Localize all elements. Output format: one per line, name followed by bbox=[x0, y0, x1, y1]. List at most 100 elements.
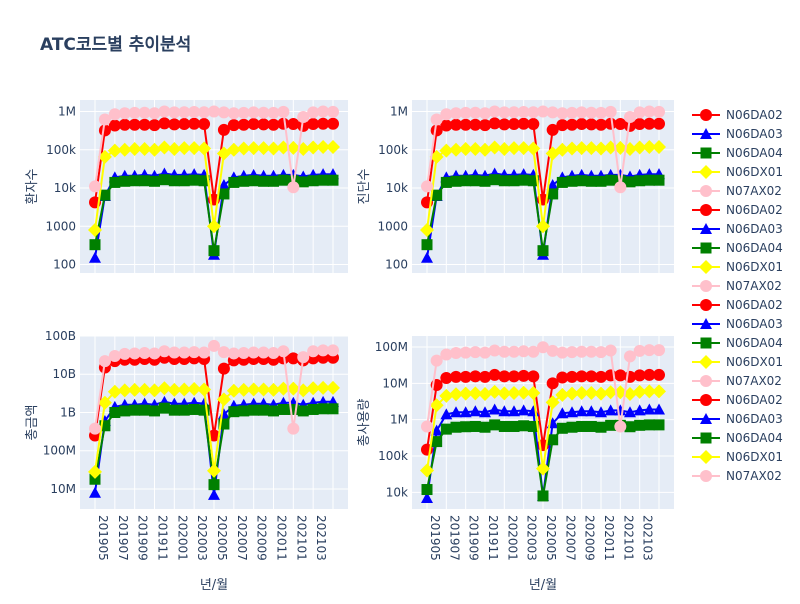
legend-item[interactable]: N06DA03 bbox=[692, 317, 783, 331]
data-point bbox=[108, 350, 121, 363]
x-tick-label: 201911 bbox=[486, 515, 500, 561]
data-point bbox=[517, 404, 530, 416]
legend-label: N06DA02 bbox=[726, 298, 783, 312]
data-point bbox=[117, 142, 132, 157]
data-point bbox=[236, 382, 251, 397]
data-point bbox=[479, 421, 491, 433]
legend-item[interactable]: N06DA03 bbox=[692, 222, 783, 236]
data-point bbox=[450, 107, 462, 120]
data-point bbox=[89, 486, 101, 498]
data-point bbox=[653, 344, 665, 357]
data-point bbox=[98, 113, 111, 126]
data-point bbox=[246, 141, 261, 156]
data-point bbox=[277, 105, 290, 118]
legend-marker-icon bbox=[700, 299, 712, 311]
legend-item[interactable]: N07AX02 bbox=[692, 469, 782, 483]
legend-marker-icon bbox=[700, 147, 712, 159]
x-tick-label: 202005 bbox=[215, 515, 229, 561]
data-point bbox=[624, 421, 636, 433]
legend[interactable]: N06DA02 N06DA03 N06DA04 N06DX01 N07AX02 N06DA… bbox=[692, 108, 783, 483]
data-point bbox=[497, 141, 512, 156]
legend-item[interactable]: N06DA03 bbox=[692, 412, 783, 426]
data-point bbox=[547, 434, 559, 446]
data-point bbox=[317, 403, 329, 415]
x-tick-label: 202009 bbox=[255, 515, 269, 561]
legend-item[interactable]: N06DA03 bbox=[692, 127, 783, 141]
legend-marker-icon bbox=[700, 318, 712, 329]
legend-marker-icon bbox=[699, 165, 713, 179]
data-point bbox=[614, 404, 627, 416]
data-point bbox=[138, 106, 151, 119]
x-tick-label: 202103 bbox=[314, 515, 328, 561]
data-point bbox=[307, 345, 320, 358]
data-point bbox=[633, 106, 646, 119]
legend-item[interactable]: N07AX02 bbox=[692, 184, 782, 198]
legend-item[interactable]: N06DA04 bbox=[692, 431, 783, 445]
legend-item[interactable]: N06DA02 bbox=[692, 203, 783, 217]
data-point bbox=[158, 117, 171, 130]
data-point bbox=[594, 386, 608, 401]
data-point bbox=[420, 222, 434, 237]
x-tick-label: 202003 bbox=[525, 515, 539, 561]
y-tick-label: 100M bbox=[375, 340, 408, 354]
data-point bbox=[327, 174, 339, 186]
data-point bbox=[108, 108, 121, 121]
data-point bbox=[556, 407, 569, 419]
data-point bbox=[517, 369, 530, 382]
data-point bbox=[614, 369, 627, 382]
legend-item[interactable]: N06DX01 bbox=[692, 260, 783, 274]
data-point bbox=[575, 118, 588, 131]
legend-item[interactable]: N06DA04 bbox=[692, 336, 783, 350]
data-point bbox=[217, 123, 230, 136]
data-point bbox=[107, 143, 122, 158]
y-tick-label: 10k bbox=[386, 485, 408, 499]
data-point bbox=[286, 381, 301, 396]
legend-item[interactable]: N06DA02 bbox=[692, 393, 783, 407]
data-point bbox=[527, 420, 539, 432]
data-point bbox=[237, 106, 250, 119]
series-N06DA04 bbox=[421, 419, 665, 502]
data-point bbox=[108, 119, 121, 132]
legend-item[interactable]: N06DA02 bbox=[692, 108, 783, 122]
data-point bbox=[460, 175, 472, 187]
data-point bbox=[527, 175, 539, 187]
x-tick-label: 202003 bbox=[195, 515, 209, 561]
legend-item[interactable]: N06DA02 bbox=[692, 298, 783, 312]
data-point bbox=[595, 175, 607, 187]
data-point bbox=[440, 108, 453, 121]
series-N06DA02 bbox=[421, 368, 665, 456]
x-tick-label: 202001 bbox=[175, 515, 189, 561]
data-point bbox=[460, 421, 472, 433]
data-point bbox=[317, 105, 330, 118]
y-tick-label: 1M bbox=[390, 413, 408, 427]
data-point bbox=[287, 422, 300, 435]
legend-item[interactable]: N06DA04 bbox=[692, 241, 783, 255]
y-axis-title: 환자수 bbox=[25, 169, 40, 205]
data-point bbox=[119, 175, 131, 187]
legend-item[interactable]: N06DX01 bbox=[692, 355, 783, 369]
data-point bbox=[306, 381, 321, 396]
data-point bbox=[178, 106, 191, 119]
data-point bbox=[566, 118, 578, 131]
data-point bbox=[605, 174, 617, 186]
y-tick-label: 1M bbox=[58, 105, 76, 119]
y-tick-label: 1000 bbox=[45, 219, 76, 233]
data-point bbox=[327, 105, 339, 118]
legend-item[interactable]: N07AX02 bbox=[692, 374, 782, 388]
data-point bbox=[479, 346, 491, 359]
data-point bbox=[595, 421, 607, 433]
legend-marker-icon bbox=[700, 337, 712, 349]
data-point bbox=[109, 406, 121, 418]
data-point bbox=[585, 370, 598, 383]
data-point bbox=[306, 140, 321, 155]
legend-item[interactable]: N06DA04 bbox=[692, 146, 783, 160]
data-point bbox=[498, 106, 511, 119]
data-point bbox=[158, 174, 170, 186]
legend-item[interactable]: N06DX01 bbox=[692, 165, 783, 179]
data-point bbox=[326, 140, 340, 155]
data-point bbox=[556, 107, 569, 120]
legend-item[interactable]: N06DX01 bbox=[692, 450, 783, 464]
data-point bbox=[565, 141, 579, 156]
legend-item[interactable]: N07AX02 bbox=[692, 279, 782, 293]
y-tick-label: 1B bbox=[60, 405, 76, 419]
